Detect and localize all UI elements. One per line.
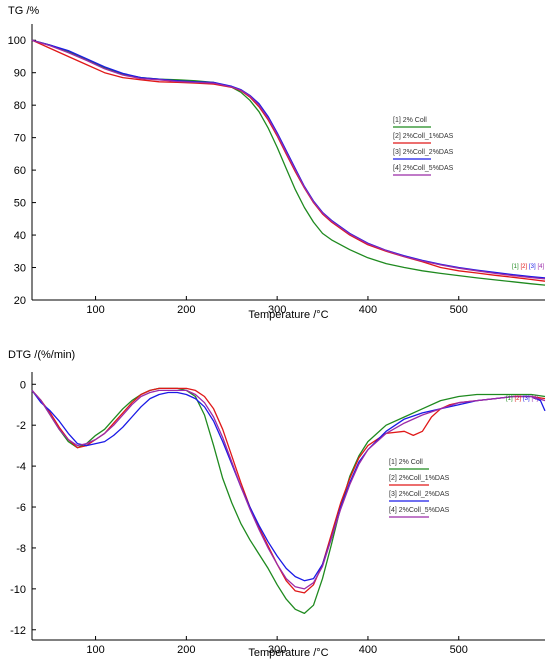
- series-line-1: [31, 39, 546, 286]
- dtg-panel: 0 -2 -4 -6 -8 -10 -12 100 200 300 400 500 DTG /(%/mi…: [8, 349, 546, 659]
- x-tick-label: 500: [450, 304, 468, 316]
- y-tick-label: -6: [16, 502, 26, 514]
- series-end-tag-3: [3]: [523, 396, 530, 402]
- x-tick-label: 500: [450, 644, 468, 656]
- legend-entry-3: [3] 2%Coll_2%DAS: [393, 149, 454, 156]
- series-end-tag-3: [3]: [529, 264, 536, 270]
- y-tick-label: -10: [10, 584, 26, 596]
- y-tick-label: -2: [16, 420, 26, 432]
- y-tick-label: -8: [16, 543, 26, 555]
- x-tick-label: 200: [177, 644, 195, 656]
- series-line-2: [31, 39, 546, 282]
- series-end-tag-2: [2]: [515, 396, 522, 402]
- x-axis-title: Temperature /°C: [248, 647, 328, 659]
- legend-entry-2: [2] 2%Coll_1%DAS: [393, 133, 454, 140]
- y-tick-label: 30: [14, 263, 26, 275]
- series-end-tag-1: [1]: [512, 264, 519, 270]
- x-tick-label: 100: [86, 304, 104, 316]
- series-line-1: [31, 387, 546, 615]
- y-tick-label: 0: [20, 379, 26, 391]
- y-tick-label: 90: [14, 68, 26, 80]
- legend-entry-4: [4] 2%Coll_5%DAS: [389, 507, 450, 514]
- x-tick-label: 300: [268, 304, 286, 316]
- y-axis-title: TG /%: [8, 5, 39, 17]
- legend-entry-2: [2] 2%Coll_1%DAS: [389, 475, 450, 482]
- y-tick-label: 70: [14, 133, 26, 145]
- legend-entry-3: [3] 2%Coll_2%DAS: [389, 491, 450, 498]
- y-tick-label: -4: [16, 461, 26, 473]
- y-tick-label: 80: [14, 100, 26, 112]
- series-line-3: [31, 390, 546, 582]
- tg-panel: 20 30 40 50 60 70 80 90 100 100 200 300 400 500 TG /% T…: [8, 5, 546, 321]
- x-axis-title: Temperature /°C: [248, 309, 328, 321]
- x-tick-label: 200: [177, 304, 195, 316]
- legend-entry-1: [1] 2% Coll: [389, 459, 423, 466]
- y-tick-label: 40: [14, 230, 26, 242]
- series-end-tag-4: [4]: [532, 396, 539, 402]
- x-tick-label: 400: [359, 644, 377, 656]
- legend-entry-4: [4] 2%Coll_5%DAS: [393, 165, 454, 172]
- legend-entry-1: [1] 2% Coll: [393, 117, 427, 124]
- y-tick-label: 50: [14, 198, 26, 210]
- y-tick-label: 100: [8, 35, 26, 47]
- series-end-tag-2: [2]: [521, 264, 528, 270]
- series-line-4: [31, 39, 546, 280]
- series-line-4: [31, 389, 546, 590]
- series-end-tag-1: [1]: [506, 396, 513, 402]
- y-tick-label: 20: [14, 295, 26, 307]
- series-end-tag-4: [4]: [538, 264, 545, 270]
- y-tick-label: -12: [10, 625, 26, 637]
- x-tick-label: 100: [86, 644, 104, 656]
- y-tick-label: 60: [14, 165, 26, 177]
- series-line-2: [31, 387, 546, 594]
- x-tick-label: 400: [359, 304, 377, 316]
- x-tick-label: 300: [268, 644, 286, 656]
- y-axis-title: DTG /(%/min): [8, 349, 75, 361]
